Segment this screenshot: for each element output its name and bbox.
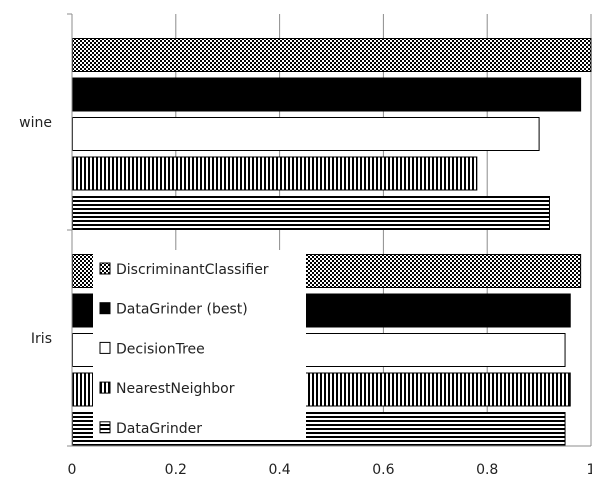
legend-swatch	[99, 341, 111, 354]
x-tick-label: 1	[587, 462, 592, 478]
x-tick-label: 0.4	[268, 462, 290, 478]
legend-swatch	[99, 302, 111, 315]
x-tick-label: 0.8	[476, 462, 498, 478]
legend: DiscriminantClassifier DataGrinder (best)…	[93, 250, 306, 438]
legend-label: DataGrinder (best)	[116, 302, 248, 318]
bar-wine-datagrinder	[72, 196, 550, 230]
bar-wine-nearestneighbor	[72, 156, 478, 191]
legend-label: DataGrinder	[116, 421, 202, 437]
bar-wine-decisiontree	[72, 117, 540, 151]
x-tick-label: 0.2	[165, 462, 187, 478]
legend-swatch	[99, 262, 111, 275]
legend-label: NearestNeighbor	[116, 381, 235, 397]
bar-wine-datagrinder-best	[72, 77, 582, 112]
legend-swatch	[99, 421, 111, 434]
bar-wine-discriminantclassifier	[72, 38, 592, 72]
x-tick-label: 0.6	[372, 462, 394, 478]
legend-swatch	[99, 381, 111, 394]
legend-label: DecisionTree	[116, 341, 205, 357]
category-label: wine	[19, 115, 52, 131]
bars	[72, 38, 592, 446]
legend-box	[93, 250, 306, 438]
category-label: Iris	[31, 331, 52, 347]
legend-label: DiscriminantClassifier	[116, 262, 269, 278]
x-tick-label: 0	[68, 462, 77, 478]
axes: 0 0.2 0.4 0.6 0.8 1 wine Iris	[19, 13, 592, 478]
